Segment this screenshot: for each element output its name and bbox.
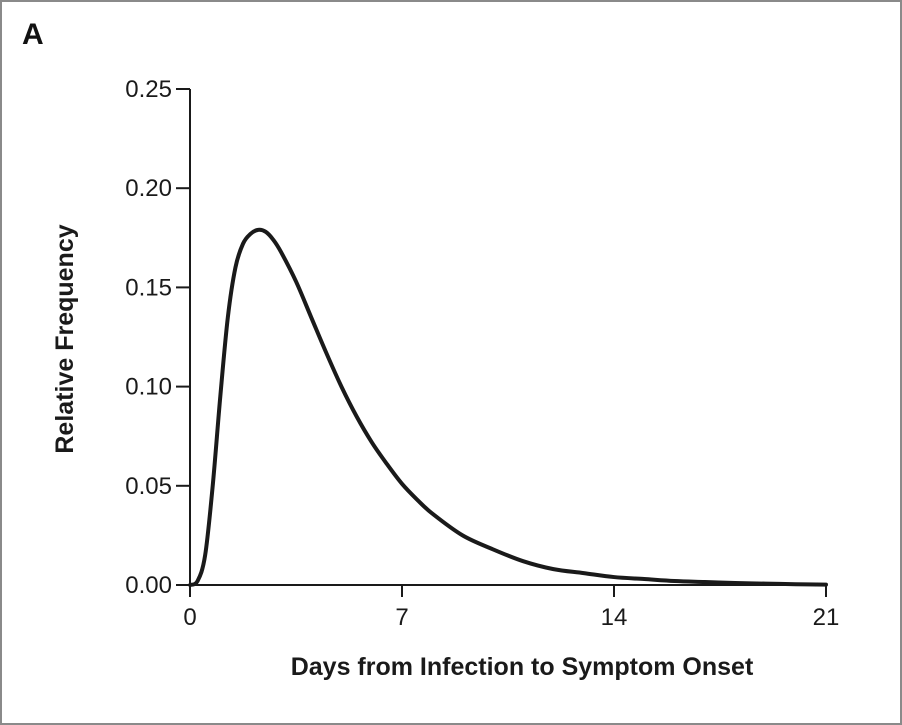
x-ticks: 0 7 14 21 [183,585,839,631]
series-line [188,227,828,587]
x-tick-label: 21 [813,604,840,631]
x-tick-label: 14 [601,604,628,631]
y-tick-label: 0.20 [125,175,172,202]
y-tick-label: 0.05 [125,473,172,500]
axes [189,89,826,586]
y-tick-label: 0.00 [125,572,172,599]
x-tick-label: 0 [183,604,196,631]
y-axis-title: Relative Frequency [51,224,79,453]
x-tick-label: 7 [395,604,408,631]
y-tick-label: 0.10 [125,374,172,401]
y-tick-label: 0.15 [125,274,172,301]
panel-label: A [22,18,44,51]
series-layer [188,227,828,587]
x-axis-title: Days from Infection to Symptom Onset [291,653,754,681]
y-ticks: 0.00 0.05 0.10 0.15 0.20 0.25 [125,76,190,599]
y-tick-label: 0.25 [125,76,172,103]
